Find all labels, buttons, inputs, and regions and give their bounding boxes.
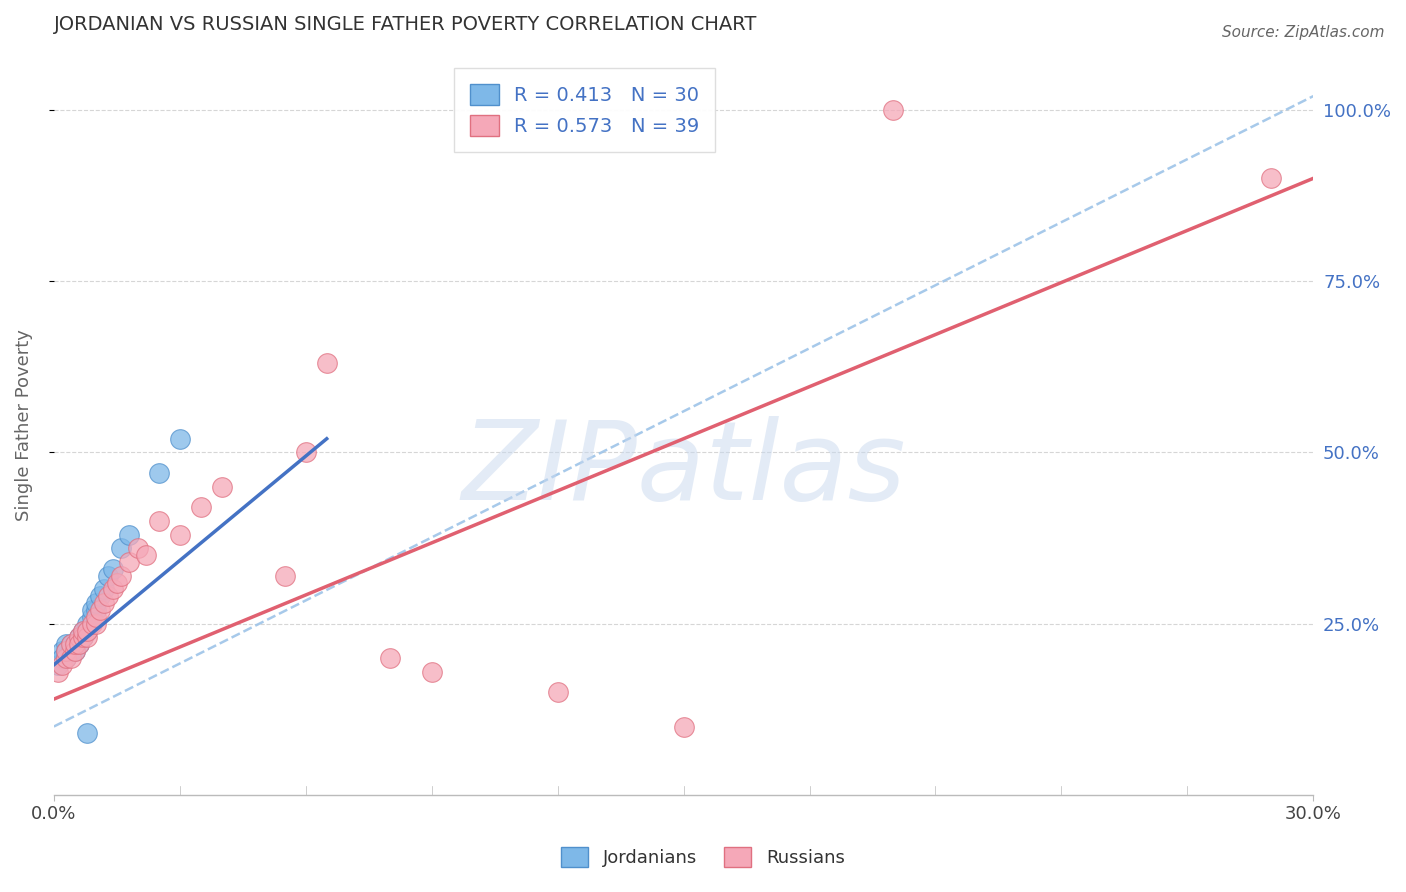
Point — [67, 637, 90, 651]
Point — [76, 624, 98, 638]
Point — [63, 637, 86, 651]
Point — [76, 726, 98, 740]
Legend: R = 0.413   N = 30, R = 0.573   N = 39: R = 0.413 N = 30, R = 0.573 N = 39 — [454, 69, 716, 152]
Point — [315, 356, 337, 370]
Point — [105, 575, 128, 590]
Point — [76, 624, 98, 638]
Point — [110, 568, 132, 582]
Point — [420, 665, 443, 679]
Point — [76, 631, 98, 645]
Point — [101, 582, 124, 597]
Point — [169, 527, 191, 541]
Point — [672, 720, 695, 734]
Point — [378, 651, 401, 665]
Point — [101, 562, 124, 576]
Point — [274, 568, 297, 582]
Point — [135, 548, 157, 562]
Point — [148, 514, 170, 528]
Point — [211, 480, 233, 494]
Point — [80, 610, 103, 624]
Legend: Jordanians, Russians: Jordanians, Russians — [554, 839, 852, 874]
Point — [84, 610, 107, 624]
Point — [59, 637, 82, 651]
Point — [118, 527, 141, 541]
Point — [55, 644, 77, 658]
Point — [882, 103, 904, 117]
Point — [59, 644, 82, 658]
Point — [63, 637, 86, 651]
Point — [1260, 171, 1282, 186]
Point — [63, 644, 86, 658]
Point — [51, 651, 73, 665]
Point — [93, 596, 115, 610]
Point — [51, 644, 73, 658]
Point — [118, 555, 141, 569]
Point — [97, 590, 120, 604]
Text: JORDANIAN VS RUSSIAN SINGLE FATHER POVERTY CORRELATION CHART: JORDANIAN VS RUSSIAN SINGLE FATHER POVER… — [53, 15, 758, 34]
Point — [127, 541, 149, 556]
Point — [55, 651, 77, 665]
Point — [76, 616, 98, 631]
Point — [97, 568, 120, 582]
Point — [72, 631, 94, 645]
Point — [46, 665, 69, 679]
Point — [547, 685, 569, 699]
Point — [63, 644, 86, 658]
Point — [72, 624, 94, 638]
Point — [93, 582, 115, 597]
Text: ZIPatlas: ZIPatlas — [461, 416, 905, 523]
Point — [148, 466, 170, 480]
Point — [55, 644, 77, 658]
Text: Source: ZipAtlas.com: Source: ZipAtlas.com — [1222, 25, 1385, 40]
Point — [67, 631, 90, 645]
Point — [84, 603, 107, 617]
Point — [169, 432, 191, 446]
Point — [55, 637, 77, 651]
Point — [59, 637, 82, 651]
Point — [89, 590, 111, 604]
Point — [46, 657, 69, 672]
Point — [84, 616, 107, 631]
Point — [80, 603, 103, 617]
Point — [51, 657, 73, 672]
Point — [190, 500, 212, 515]
Point — [55, 651, 77, 665]
Point — [84, 596, 107, 610]
Point — [110, 541, 132, 556]
Point — [63, 637, 86, 651]
Point — [72, 624, 94, 638]
Point — [67, 631, 90, 645]
Point — [89, 603, 111, 617]
Point — [59, 651, 82, 665]
Point — [294, 445, 316, 459]
Y-axis label: Single Father Poverty: Single Father Poverty — [15, 329, 32, 521]
Point — [72, 631, 94, 645]
Point — [67, 637, 90, 651]
Point — [80, 616, 103, 631]
